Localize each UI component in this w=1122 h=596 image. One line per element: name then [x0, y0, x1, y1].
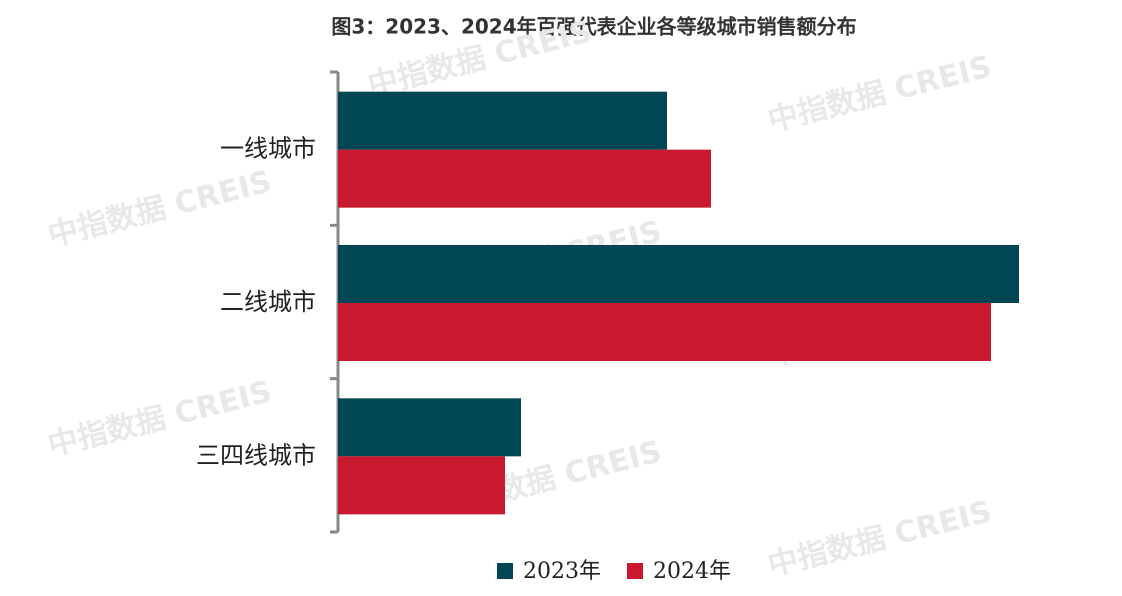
bar: [338, 91, 667, 150]
watermark: 中指数据 CREIS: [45, 164, 275, 253]
y-tick-label: 二线城市: [220, 288, 316, 316]
legend-swatch: [497, 563, 513, 579]
watermark: 中指数据 CREIS: [765, 49, 995, 138]
y-tick-label: 三四线城市: [196, 441, 316, 469]
legend-swatch: [627, 563, 643, 579]
legend-label: 2023年: [523, 559, 601, 584]
y-tick-label: 一线城市: [220, 135, 316, 163]
bar: [338, 456, 505, 515]
watermark: 中指数据 CREIS: [765, 494, 995, 583]
bar: [338, 303, 991, 361]
chart-title: 图3：2023、2024年百强代表企业各等级城市销售额分布: [331, 15, 856, 39]
bar: [338, 245, 1019, 303]
legend-label: 2024年: [653, 559, 731, 584]
bar: [338, 149, 711, 208]
bar: [338, 398, 521, 457]
